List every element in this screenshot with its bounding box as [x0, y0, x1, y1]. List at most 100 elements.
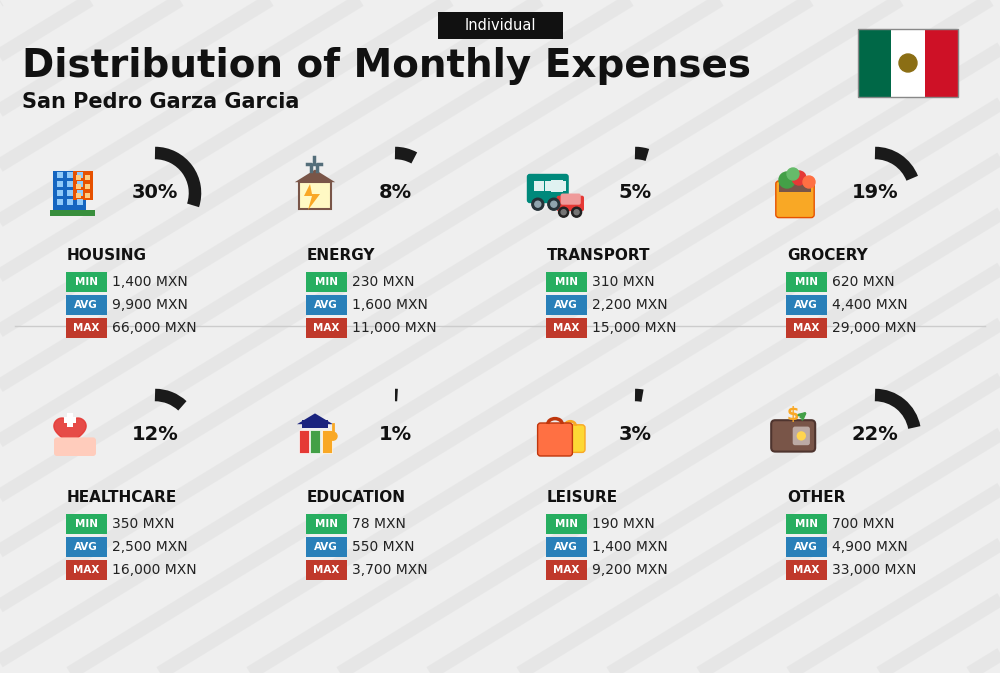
FancyBboxPatch shape [299, 429, 309, 453]
FancyBboxPatch shape [66, 560, 106, 580]
Circle shape [899, 54, 917, 72]
Text: AVG: AVG [794, 542, 818, 552]
FancyBboxPatch shape [77, 190, 83, 196]
Text: San Pedro Garza Garcia: San Pedro Garza Garcia [22, 92, 299, 112]
FancyBboxPatch shape [786, 295, 826, 315]
FancyBboxPatch shape [77, 181, 83, 187]
FancyBboxPatch shape [438, 11, 562, 38]
Text: 190 MXN: 190 MXN [592, 517, 655, 531]
Text: 310 MXN: 310 MXN [592, 275, 655, 289]
FancyBboxPatch shape [556, 180, 566, 190]
Text: 78 MXN: 78 MXN [352, 517, 406, 531]
FancyBboxPatch shape [546, 537, 586, 557]
FancyBboxPatch shape [57, 181, 63, 187]
FancyBboxPatch shape [57, 190, 63, 196]
Text: AVG: AVG [314, 542, 338, 552]
FancyBboxPatch shape [73, 172, 93, 200]
Polygon shape [295, 170, 335, 182]
Text: TRANSPORT: TRANSPORT [547, 248, 650, 262]
FancyBboxPatch shape [64, 417, 76, 423]
Text: AVG: AVG [74, 300, 98, 310]
FancyBboxPatch shape [891, 29, 925, 97]
Text: 4,900 MXN: 4,900 MXN [832, 540, 908, 554]
Text: HOUSING: HOUSING [67, 248, 147, 262]
Text: 9,200 MXN: 9,200 MXN [592, 563, 668, 577]
FancyBboxPatch shape [57, 172, 63, 178]
Text: EDUCATION: EDUCATION [307, 489, 406, 505]
FancyBboxPatch shape [85, 176, 90, 180]
FancyBboxPatch shape [77, 199, 83, 205]
FancyBboxPatch shape [66, 514, 106, 534]
Text: AVG: AVG [794, 300, 818, 310]
Circle shape [787, 168, 799, 180]
FancyBboxPatch shape [50, 210, 95, 216]
Text: ENERGY: ENERGY [307, 248, 376, 262]
FancyBboxPatch shape [76, 184, 81, 189]
Text: 1%: 1% [378, 425, 412, 444]
FancyBboxPatch shape [299, 182, 331, 209]
FancyBboxPatch shape [786, 560, 826, 580]
Circle shape [532, 199, 544, 210]
Text: 16,000 MXN: 16,000 MXN [112, 563, 197, 577]
FancyBboxPatch shape [310, 429, 320, 453]
Text: MIN: MIN [74, 277, 98, 287]
Text: AVG: AVG [554, 300, 578, 310]
FancyBboxPatch shape [306, 318, 347, 338]
FancyBboxPatch shape [76, 176, 81, 180]
FancyBboxPatch shape [306, 514, 347, 534]
Polygon shape [54, 418, 86, 447]
Text: MAX: MAX [313, 323, 339, 333]
FancyBboxPatch shape [556, 425, 585, 452]
Text: 620 MXN: 620 MXN [832, 275, 895, 289]
Text: MIN: MIN [554, 277, 578, 287]
Text: MIN: MIN [794, 519, 818, 529]
FancyBboxPatch shape [77, 172, 83, 178]
Circle shape [559, 207, 569, 217]
FancyBboxPatch shape [545, 180, 555, 190]
FancyBboxPatch shape [57, 199, 63, 205]
Text: 8%: 8% [378, 184, 412, 203]
Text: 30%: 30% [132, 184, 178, 203]
Circle shape [535, 201, 541, 207]
Text: 19%: 19% [852, 184, 898, 203]
Text: MAX: MAX [793, 323, 819, 333]
Text: 9,900 MXN: 9,900 MXN [112, 298, 188, 312]
Circle shape [572, 207, 582, 217]
Text: 3,700 MXN: 3,700 MXN [352, 563, 428, 577]
Text: 4,400 MXN: 4,400 MXN [832, 298, 908, 312]
FancyBboxPatch shape [561, 194, 581, 205]
Text: AVG: AVG [554, 542, 578, 552]
FancyBboxPatch shape [792, 426, 811, 446]
Text: 2,200 MXN: 2,200 MXN [592, 298, 668, 312]
Text: MIN: MIN [794, 277, 818, 287]
Text: 15,000 MXN: 15,000 MXN [592, 321, 676, 335]
Circle shape [574, 210, 579, 215]
FancyBboxPatch shape [786, 272, 826, 292]
Text: AVG: AVG [74, 542, 98, 552]
FancyBboxPatch shape [66, 272, 106, 292]
Text: MAX: MAX [73, 323, 99, 333]
FancyBboxPatch shape [306, 560, 347, 580]
FancyBboxPatch shape [66, 318, 106, 338]
FancyBboxPatch shape [786, 514, 826, 534]
Text: HEALTHCARE: HEALTHCARE [67, 489, 177, 505]
Text: 12%: 12% [132, 425, 178, 444]
Text: MIN: MIN [554, 519, 578, 529]
Text: Individual: Individual [464, 17, 536, 32]
Text: MIN: MIN [314, 277, 338, 287]
Text: 1,400 MXN: 1,400 MXN [592, 540, 668, 554]
Text: 33,000 MXN: 33,000 MXN [832, 563, 916, 577]
Text: 230 MXN: 230 MXN [352, 275, 415, 289]
FancyBboxPatch shape [53, 172, 86, 211]
Text: 5%: 5% [618, 184, 652, 203]
Circle shape [561, 210, 566, 215]
Text: 29,000 MXN: 29,000 MXN [832, 321, 916, 335]
FancyBboxPatch shape [786, 318, 826, 338]
FancyBboxPatch shape [67, 181, 73, 187]
FancyBboxPatch shape [67, 190, 73, 196]
Text: 2,500 MXN: 2,500 MXN [112, 540, 188, 554]
Text: 11,000 MXN: 11,000 MXN [352, 321, 437, 335]
Circle shape [551, 201, 557, 207]
FancyBboxPatch shape [54, 437, 96, 456]
FancyBboxPatch shape [925, 29, 958, 97]
